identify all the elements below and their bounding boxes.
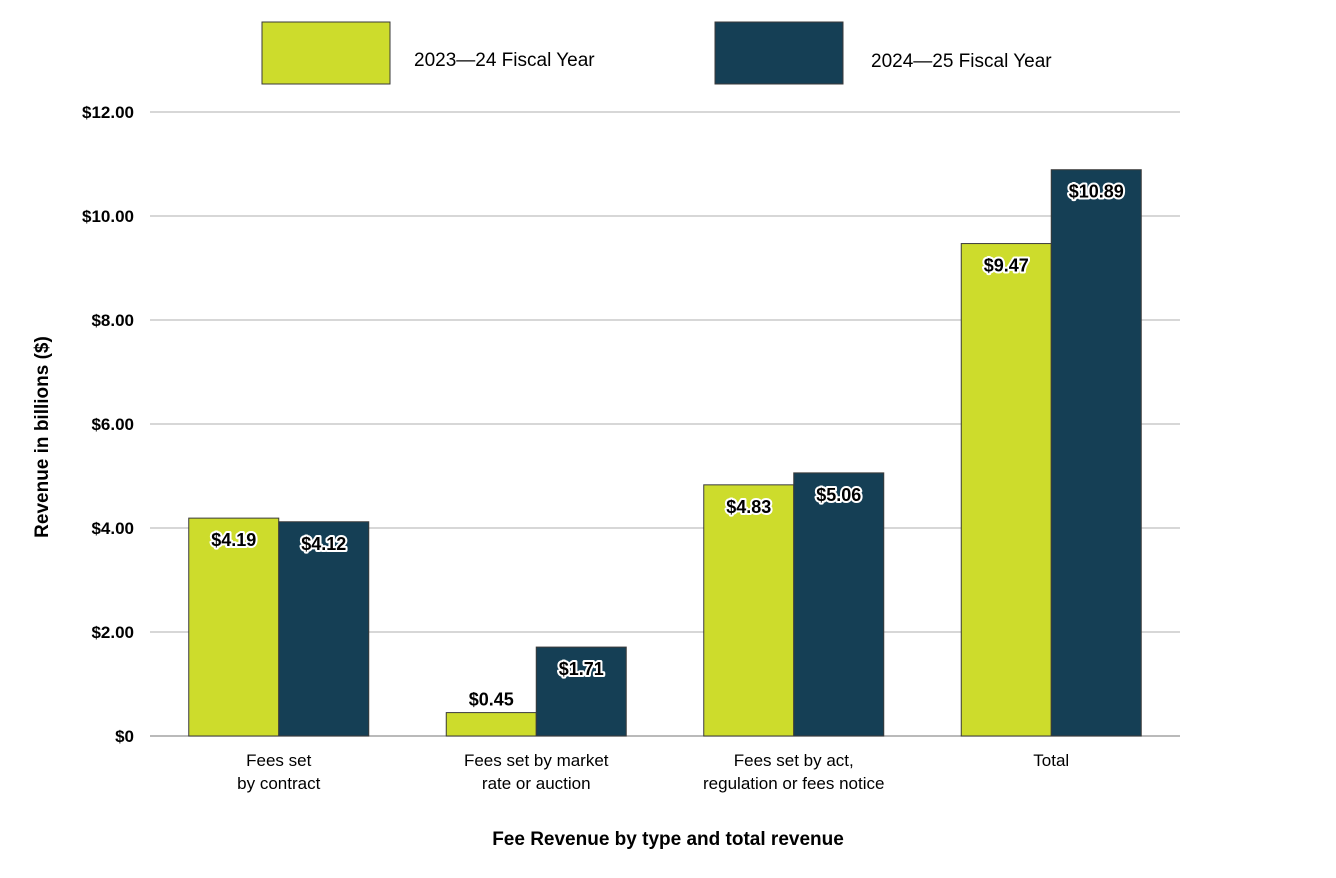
bar: [188, 517, 280, 737]
x-category-label: by contract: [237, 774, 320, 793]
y-axis-title: Revenue in billions ($): [32, 336, 53, 538]
x-category-label: regulation or fees notice: [703, 774, 884, 793]
data-label: $4.19: [211, 530, 256, 550]
data-label: $10.89: [1069, 182, 1124, 202]
bar: [793, 472, 885, 737]
bar: [960, 243, 1052, 737]
data-label: $1.71: [559, 659, 604, 679]
y-tick-label: $4.00: [91, 519, 134, 538]
y-tick-label: $2.00: [91, 623, 134, 642]
legend-swatch: [261, 21, 391, 85]
data-labels: $4.19 $4.12 $0.45 $1.71 $4.83 $5.06 $9.47 $10.8…: [209, 180, 1126, 710]
bar: [703, 484, 795, 737]
x-category-label: Fees set: [246, 751, 311, 770]
y-tick-label: $10.00: [82, 207, 134, 226]
x-axis-categories: Fees set by contract Fees set by market rat…: [237, 751, 1069, 793]
legend-label: 2024—25 Fiscal Year: [871, 51, 1052, 72]
bar: [278, 521, 370, 737]
bar: [535, 646, 627, 737]
data-label: $4.83: [726, 497, 771, 517]
x-axis-title: Fee Revenue by type and total revenue: [492, 829, 844, 850]
legend: 2023—24 Fiscal Year 2024—25 Fiscal Year: [261, 21, 1052, 85]
y-tick-label: $6.00: [91, 415, 134, 434]
y-tick-label: $8.00: [91, 311, 134, 330]
legend-label: 2023—24 Fiscal Year: [414, 50, 595, 71]
legend-swatch: [714, 21, 844, 85]
x-category-label: Fees set by market: [464, 751, 609, 770]
x-category-label: Fees set by act,: [734, 751, 854, 770]
data-label: $9.47: [984, 256, 1029, 276]
bar: [445, 712, 537, 737]
bar: [1050, 169, 1142, 737]
data-label: $5.06: [816, 485, 861, 505]
x-category-label: Total: [1033, 751, 1069, 770]
x-category-label: rate or auction: [482, 774, 591, 793]
y-tick-label: $12.00: [82, 103, 134, 122]
bars: [188, 169, 1142, 737]
data-label: $4.12: [301, 534, 346, 554]
data-label: $0.45: [469, 690, 514, 710]
y-tick-label: $0: [115, 727, 134, 746]
y-axis-ticks: $0 $2.00 $4.00 $6.00 $8.00 $10.00 $12.00: [82, 103, 134, 746]
